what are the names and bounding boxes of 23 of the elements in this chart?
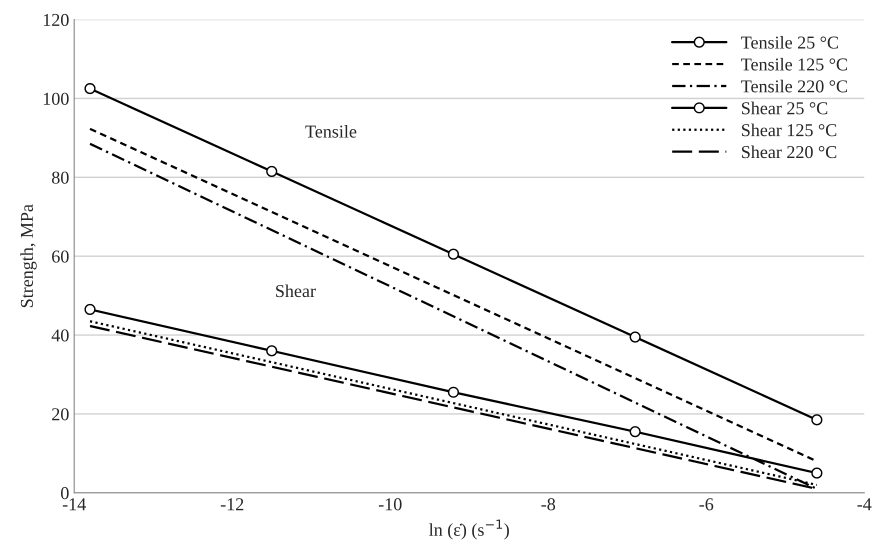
legend-label: Shear 25 °C	[742, 102, 828, 114]
y-tick-label: 120	[44, 14, 69, 26]
annotation: Tensile	[305, 124, 356, 138]
y-axis-title: Strength, MPa	[20, 204, 37, 308]
y-tick-label: 0	[61, 487, 69, 500]
y-tick-label: 40	[52, 329, 69, 342]
x-tick-label: -8	[541, 498, 556, 510]
x-axis-title: ln (ε̇) (s$^{−1}$)	[429, 520, 509, 540]
legend-label: Tensile 125 °C	[741, 58, 848, 71]
x-tick-label: -12	[220, 498, 244, 510]
y-tick-label: 80	[52, 172, 69, 184]
x-tick-label: -14	[62, 498, 86, 510]
y-tick-label: 20	[52, 408, 69, 420]
legend-label: Tensile 220 °C	[741, 80, 848, 92]
x-tick-label: -6	[699, 498, 714, 510]
legend-label: Shear 125 °C	[742, 124, 836, 136]
y-tick-label: 100	[44, 92, 69, 105]
y-tick-label: 60	[52, 250, 69, 263]
x-tick-label: -10	[378, 498, 402, 510]
legend-label: Shear 220 °C	[742, 145, 836, 158]
legend-label: Tensile 25 °C	[741, 36, 838, 49]
annotation: Shear	[276, 284, 316, 298]
x-tick-label: -4	[857, 498, 872, 510]
